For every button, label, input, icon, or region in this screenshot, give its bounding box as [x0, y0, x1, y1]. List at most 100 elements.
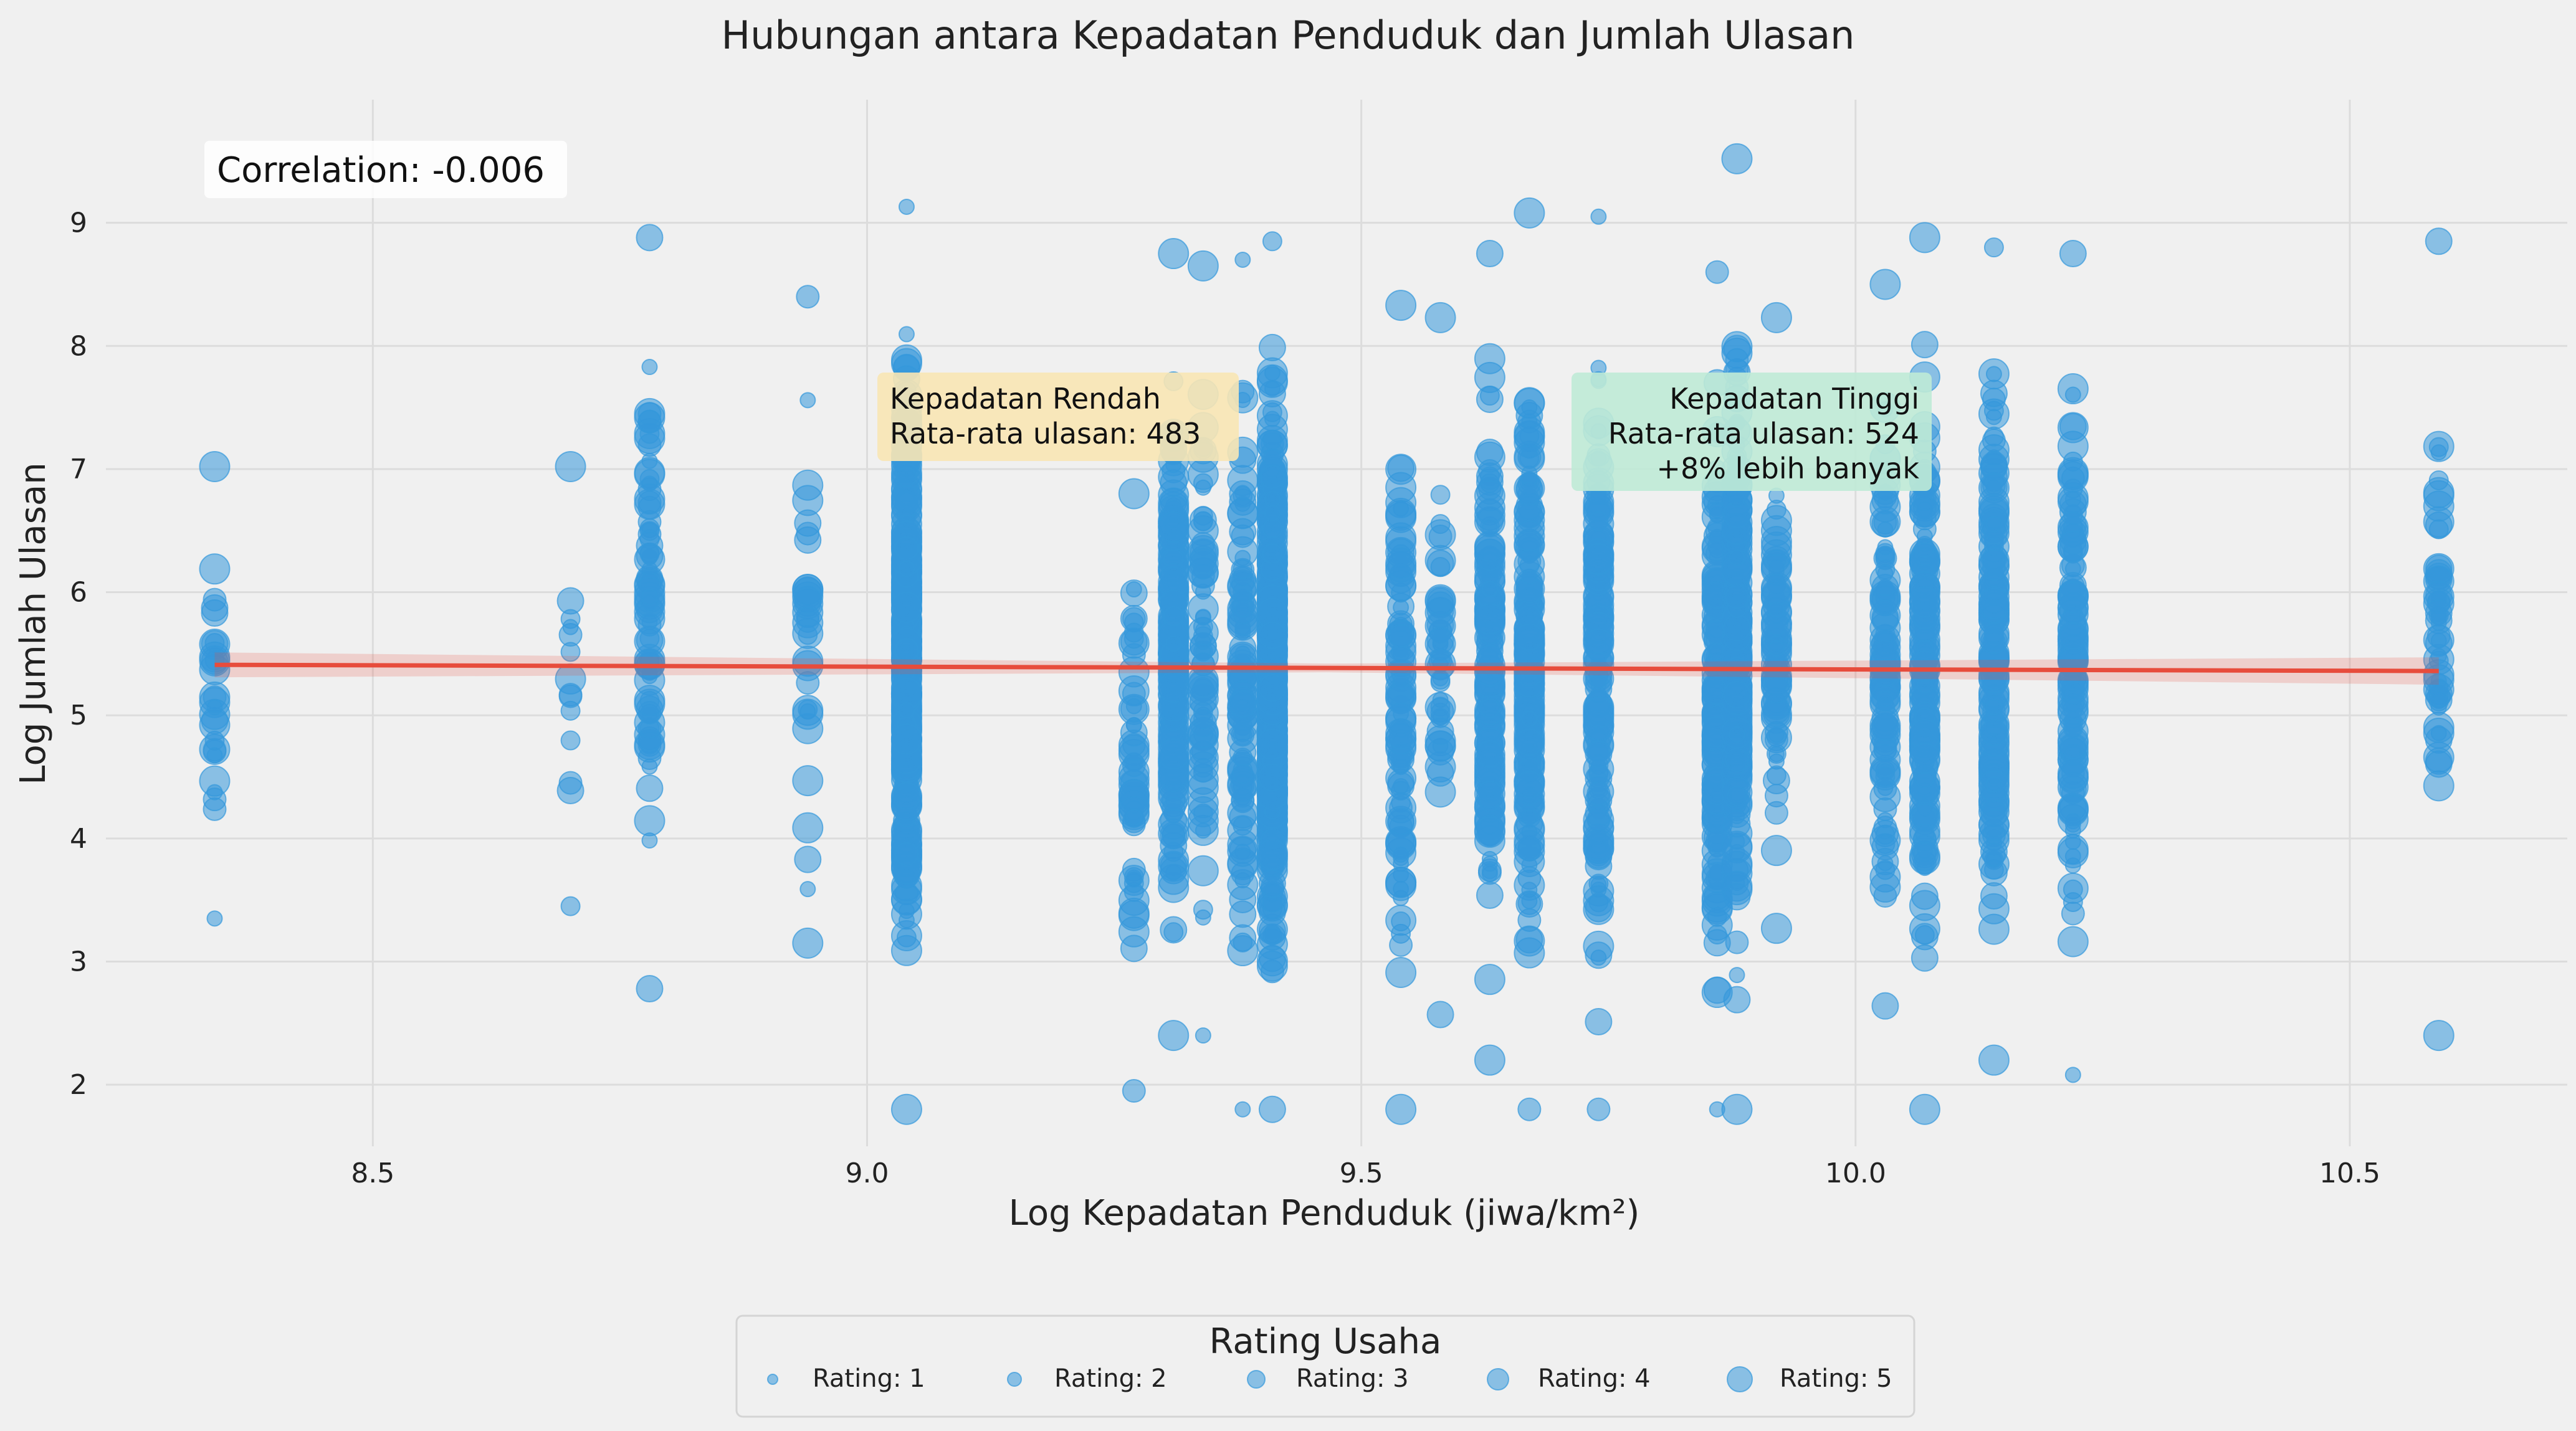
data-point — [1118, 478, 1150, 510]
data-point — [1585, 740, 1613, 768]
data-point — [637, 409, 662, 434]
data-point — [2057, 373, 2089, 405]
data-point — [1583, 829, 1615, 860]
data-point — [1125, 869, 1142, 886]
data-point — [1978, 398, 2010, 430]
data-point — [1481, 863, 1498, 880]
data-point — [896, 467, 917, 487]
data-point — [1729, 834, 1745, 850]
data-point — [636, 224, 664, 252]
data-point — [1187, 593, 1219, 625]
data-point — [1725, 585, 1749, 609]
data-point — [1476, 740, 1504, 768]
data-point — [898, 560, 915, 577]
x-tick-label: 8.5 — [351, 1158, 394, 1189]
data-point — [1258, 764, 1286, 792]
data-point — [641, 832, 658, 849]
data-point — [2423, 1020, 2454, 1052]
data-point — [794, 526, 822, 554]
data-point — [1723, 986, 1751, 1014]
data-point — [1985, 776, 2002, 792]
data-point — [1160, 916, 1188, 944]
data-point — [1125, 581, 1142, 597]
data-point — [1234, 601, 1251, 617]
data-point — [1195, 822, 1211, 839]
low-density-line2: Rata-rata ulasan: 483 — [890, 417, 1201, 450]
data-point — [1978, 913, 2010, 945]
data-point — [1193, 709, 1213, 730]
data-point — [890, 591, 922, 623]
data-point — [1517, 1097, 1542, 1121]
data-point — [1256, 728, 1288, 760]
data-point — [199, 645, 231, 677]
data-point — [894, 638, 918, 662]
data-point — [792, 485, 824, 516]
data-points — [199, 143, 2454, 1125]
data-point — [1385, 867, 1417, 898]
y-tick-label: 9 — [70, 207, 87, 239]
data-point — [1385, 547, 1417, 579]
data-point — [1476, 240, 1504, 268]
data-point — [1234, 485, 1251, 502]
data-point — [1187, 855, 1219, 887]
data-point — [1424, 544, 1456, 576]
data-point — [1766, 500, 1787, 520]
data-point — [1980, 473, 2008, 501]
y-tick-label: 7 — [70, 454, 87, 485]
data-point — [894, 536, 918, 560]
data-point — [201, 594, 229, 622]
data-point — [1521, 893, 1538, 910]
data-point — [1978, 358, 2010, 390]
data-point — [1258, 916, 1286, 944]
data-point — [1869, 269, 1901, 300]
data-point — [898, 702, 915, 719]
data-point — [2063, 718, 2083, 739]
data-point — [1585, 895, 1613, 923]
data-point — [792, 812, 824, 844]
data-point — [2426, 624, 2451, 649]
data-point — [1707, 906, 1727, 927]
data-point — [1393, 846, 1410, 863]
data-point — [1229, 690, 1257, 718]
data-point — [1234, 251, 1251, 268]
data-point — [1187, 548, 1219, 579]
data-point — [1481, 581, 1498, 597]
data-point — [1877, 855, 1894, 872]
data-point — [1873, 797, 1897, 821]
data-point — [1586, 781, 1611, 806]
data-point — [1474, 492, 1505, 523]
data-point — [1586, 1097, 1611, 1121]
data-point — [890, 723, 922, 755]
correlation-text: Correlation: -0.006 — [217, 150, 545, 191]
data-point — [558, 683, 583, 707]
data-point — [1980, 882, 2008, 910]
data-point — [1978, 549, 2010, 581]
data-point — [634, 685, 665, 716]
data-point — [1385, 290, 1417, 321]
y-tick-label: 3 — [70, 946, 87, 978]
legend-label: Rating: 4 — [1538, 1364, 1651, 1393]
data-point — [1258, 333, 1286, 361]
data-point — [1909, 222, 1940, 254]
data-point — [1193, 511, 1213, 531]
data-point — [2057, 531, 2089, 563]
data-point — [1982, 842, 2006, 867]
data-point — [558, 771, 583, 795]
data-point — [199, 553, 231, 585]
data-point — [2064, 848, 2081, 865]
data-point — [1978, 809, 2010, 841]
y-tick-label: 4 — [70, 823, 87, 855]
data-point — [1479, 698, 1500, 718]
data-point — [634, 805, 665, 837]
legend-label: Rating: 5 — [1780, 1364, 1892, 1393]
data-point — [1762, 676, 1790, 704]
data-point — [1871, 992, 1899, 1020]
data-point — [1387, 807, 1415, 835]
data-point — [1125, 809, 1142, 825]
data-point — [796, 285, 820, 309]
legend-label: Rating: 3 — [1296, 1364, 1409, 1393]
data-point — [1120, 719, 1148, 747]
data-point — [792, 713, 824, 744]
data-point — [1978, 1044, 2010, 1076]
data-point — [1385, 487, 1417, 518]
